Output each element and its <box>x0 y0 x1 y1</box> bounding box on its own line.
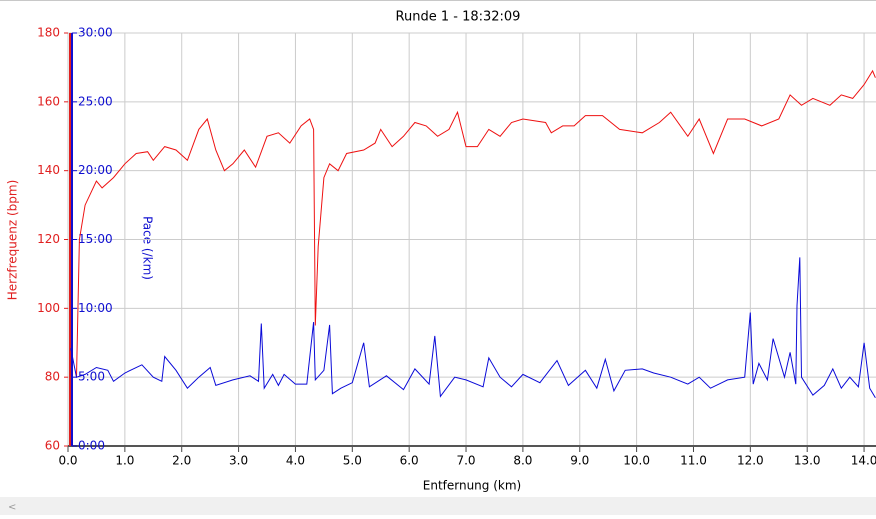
y2-axis-label: Pace (/km) <box>141 216 155 280</box>
x-tick-label: 7.0 <box>456 454 475 468</box>
y2-tick-label: 5:00 <box>78 370 105 384</box>
x-tick-label: 1.0 <box>115 454 134 468</box>
data-line <box>70 257 876 399</box>
x-tick-label: 6.0 <box>400 454 419 468</box>
y-tick-label: 120 <box>37 232 60 246</box>
x-tick-label: 4.0 <box>286 454 305 468</box>
y2-tick-label: 10:00 <box>78 301 113 315</box>
y-tick-label: 100 <box>37 301 60 315</box>
background <box>0 0 876 497</box>
y-tick-label: 80 <box>45 370 60 384</box>
scroll-left[interactable]: < <box>8 502 16 513</box>
y-tick-label: 60 <box>45 439 60 453</box>
x-tick-label: 2.0 <box>172 454 191 468</box>
y2-tick-label: 0:00 <box>78 439 105 453</box>
x-tick-label: 9.0 <box>570 454 589 468</box>
y2-tick-label: 25:00 <box>78 94 113 108</box>
y2-tick-label: 15:00 <box>78 232 113 246</box>
x-axis-label: Entfernung (km) <box>423 479 521 493</box>
y-tick-label: 140 <box>37 163 60 177</box>
x-tick-label: 0.0 <box>58 454 77 468</box>
x-tick-label: 8.0 <box>513 454 532 468</box>
x-tick-label: 11.0 <box>680 454 707 468</box>
y-axis-label: Herzfrequenz (bpm) <box>6 180 20 301</box>
y2-tick-label: 30:00 <box>78 26 113 40</box>
y-tick-label: 160 <box>37 94 60 108</box>
x-tick-label: 3.0 <box>229 454 248 468</box>
data-line <box>76 69 876 378</box>
y-tick-label: 180 <box>37 26 60 40</box>
x-tick-label: 13.0 <box>794 454 821 468</box>
chart-title: Runde 1 - 18:32:09 <box>396 10 521 25</box>
x-tick-label: 14.0 <box>851 454 876 468</box>
scrollbar[interactable] <box>0 497 876 515</box>
x-tick-label: 10.0 <box>623 454 650 468</box>
y2-tick-label: 20:00 <box>78 163 113 177</box>
x-tick-label: 12.0 <box>737 454 764 468</box>
x-tick-label: 5.0 <box>343 454 362 468</box>
